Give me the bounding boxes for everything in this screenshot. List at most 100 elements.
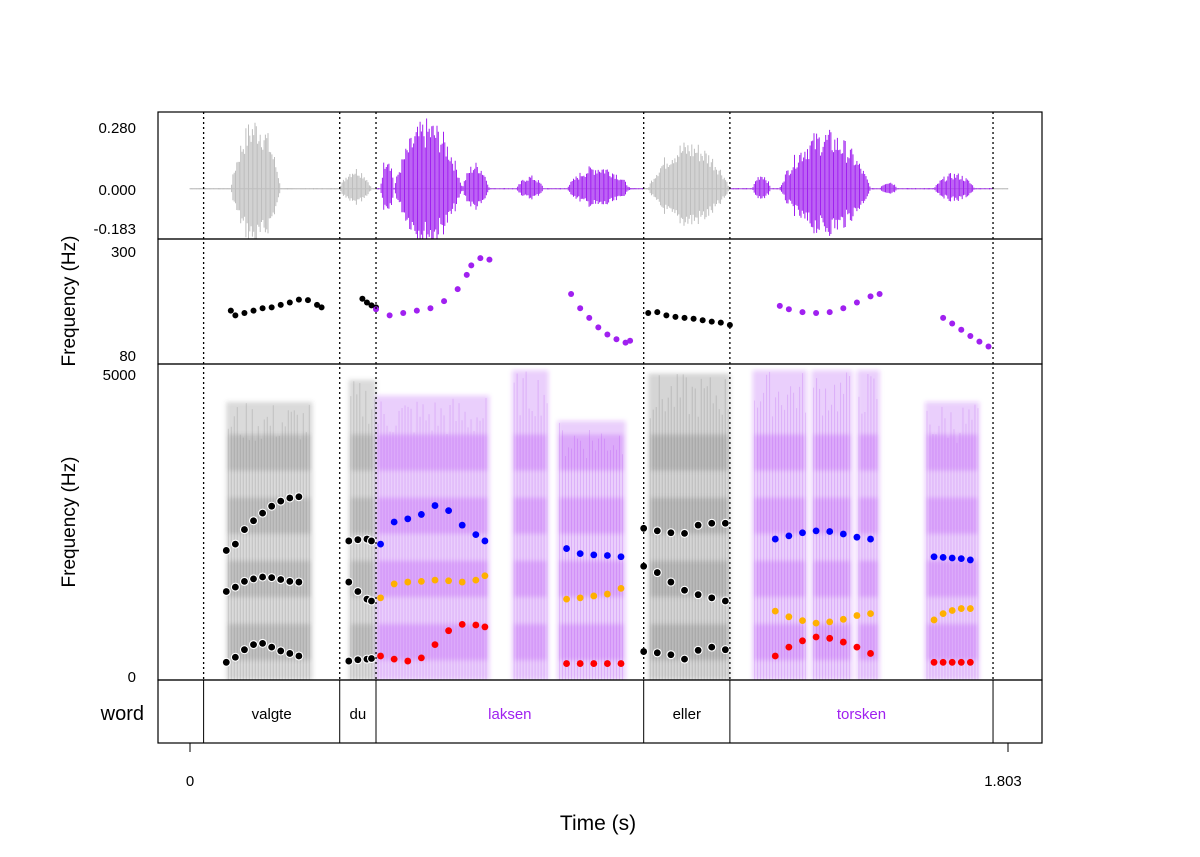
waveform-trace-1 (376, 118, 993, 239)
F2-torsken-2-point-4 (966, 605, 974, 612)
F1-torsken-point-0 (771, 652, 779, 660)
F1-valgte-point-4 (259, 639, 266, 647)
F2-du (344, 577, 376, 606)
waveform-panel: 0.280 0.000 -0.183 (93, 111, 1043, 240)
pitch-laksen-point-6 (454, 286, 461, 293)
spec-band-10-2 (926, 497, 978, 534)
F1-laksen-point-7 (472, 621, 480, 629)
F2-valgte-point-4 (259, 573, 266, 581)
spec-band-2-0 (350, 624, 375, 661)
spec-band-6-1 (650, 560, 728, 597)
pitch-laksen-point-3 (413, 307, 420, 314)
pitch-laksen-point-9 (477, 255, 484, 262)
F3-laksen-2-point-4 (617, 553, 625, 561)
F1-eller-point-3 (681, 655, 688, 663)
pitch-laksen-point-5 (441, 298, 448, 305)
F1-torsken (771, 633, 874, 660)
F3-eller-point-5 (708, 519, 716, 527)
spec-ylabel: Frequency (Hz) (59, 457, 80, 588)
F2-eller-point-6 (721, 597, 729, 605)
F2-laksen-2-point-4 (617, 584, 625, 592)
F2-valgte-point-8 (295, 578, 303, 586)
F2-torsken-point-2 (799, 617, 806, 624)
F2-torsken-2-point-1 (939, 610, 947, 618)
F2-eller-point-4 (694, 591, 702, 599)
spec-band-2-3 (350, 434, 375, 471)
F2-torsken-point-5 (839, 615, 847, 623)
F1-torsken-point-6 (853, 643, 861, 651)
pitch-laksen-point-4 (427, 305, 434, 312)
spec-band-5-0 (559, 624, 624, 661)
F2-laksen-point-8 (481, 572, 489, 580)
pitch-laksen-2-point-0 (568, 290, 575, 297)
F2-torsken-point-1 (785, 613, 793, 621)
pitch-valgte-point-8 (295, 296, 302, 303)
F1-laksen-2-point-2 (590, 660, 598, 667)
F3-torsken-2-point-0 (930, 553, 938, 561)
F3-laksen-point-1 (390, 518, 398, 526)
pitch-valgte (227, 296, 325, 319)
F2-laksen-point-1 (390, 580, 398, 588)
F3-laksen-2-point-0 (563, 545, 570, 552)
F3-eller-point-2 (667, 529, 675, 537)
spec-band-7-1 (754, 560, 806, 597)
word-tier-label: word (100, 703, 144, 725)
word-label-du: du (350, 706, 367, 723)
F2-valgte-point-3 (250, 575, 257, 583)
F2-valgte (221, 572, 304, 597)
F1-laksen (377, 620, 489, 665)
F2-eller-point-1 (653, 569, 661, 576)
F2-eller-point-5 (708, 594, 716, 602)
F3-laksen-2-point-1 (576, 550, 584, 557)
F2-laksen-2 (563, 584, 625, 603)
F3-laksen-point-2 (404, 515, 412, 523)
F3-du-point-3 (368, 537, 375, 545)
F3-torsken-point-0 (771, 535, 779, 543)
time-axis: 0 1.803 Time (s) (186, 742, 1022, 835)
F3-laksen-point-7 (472, 531, 480, 539)
F3-torsken-point-5 (839, 530, 847, 538)
F3-torsken-point-4 (826, 528, 834, 535)
F3-torsken (771, 527, 874, 543)
F2-eller-point-0 (640, 562, 648, 570)
F2-laksen-2-point-3 (603, 590, 611, 598)
pitch-eller-point-0 (645, 310, 652, 317)
F1-valgte-point-0 (222, 658, 230, 666)
F1-torsken-2-point-1 (939, 658, 947, 666)
spec-band-5-3 (559, 434, 624, 471)
F2-valgte-point-2 (241, 578, 248, 585)
F2-du-point-1 (354, 588, 362, 595)
F1-laksen-point-1 (390, 655, 398, 663)
F1-valgte-point-6 (277, 647, 285, 655)
F3-du-point-0 (345, 537, 353, 545)
F2-laksen-point-7 (472, 576, 480, 584)
pitch-du-point-2 (368, 302, 375, 309)
spec-band-10-3 (926, 434, 978, 471)
F2-torsken-2 (930, 605, 974, 624)
pitch-laksen-point-2 (400, 310, 407, 317)
F2-laksen-point-0 (377, 594, 384, 602)
pitch-eller-point-9 (726, 321, 733, 328)
pitch-valgte-point-5 (268, 304, 275, 311)
spec-band-4-3 (514, 434, 547, 471)
F1-eller-point-5 (708, 643, 716, 651)
pitch-eller-point-5 (690, 315, 697, 322)
F3-valgte (221, 492, 304, 555)
spec-band-9-2 (858, 497, 878, 534)
F3-valgte-point-3 (250, 517, 257, 525)
pitch-torsken-2 (940, 314, 992, 350)
F3-laksen-point-3 (417, 511, 425, 518)
F1-eller-point-0 (640, 648, 648, 655)
F1-valgte-point-2 (241, 646, 248, 654)
F1-eller-point-6 (721, 646, 729, 654)
pitch-torsken-point-2 (799, 309, 806, 316)
F1-torsken-2-point-4 (966, 658, 974, 666)
F1-eller (639, 642, 730, 664)
pitch-torsken-2-point-3 (967, 332, 974, 339)
F2-laksen-2-point-2 (590, 592, 598, 600)
F3-laksen-point-0 (377, 540, 384, 548)
F3-torsken-2-point-2 (948, 554, 956, 562)
F3-valgte-point-4 (259, 509, 266, 517)
F3-torsken-point-7 (867, 535, 874, 543)
spec-tick-bottom: 0 (128, 669, 136, 686)
